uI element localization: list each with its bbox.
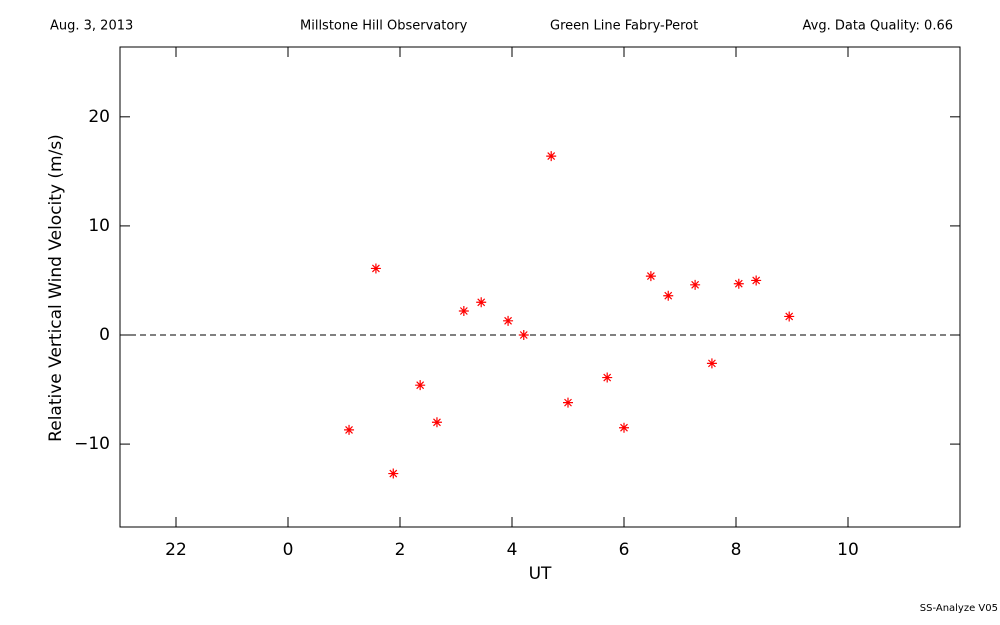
x-tick-label: 2	[395, 540, 406, 560]
data-point	[706, 358, 717, 369]
y-tick-label: 0	[99, 325, 110, 345]
data-point	[370, 263, 381, 274]
data-point	[431, 417, 442, 428]
x-tick-label: 4	[507, 540, 518, 560]
x-tick-label: 6	[619, 540, 630, 560]
data-point	[784, 311, 795, 322]
y-tick-label: 10	[88, 216, 110, 236]
y-axis-label: Relative Vertical Wind Velocity (m/s)	[46, 134, 66, 442]
y-tick-label: −10	[74, 434, 110, 454]
site: Millstone Hill Observatory	[300, 19, 468, 34]
y-tick-label: 20	[88, 107, 110, 127]
data-point	[645, 271, 656, 282]
instrument: Green Line Fabry-Perot	[550, 19, 698, 34]
date: Aug. 3, 2013	[50, 19, 133, 34]
data-point	[663, 290, 674, 301]
data-point	[602, 372, 613, 383]
x-tick-label: 8	[731, 540, 742, 560]
data-point	[619, 422, 629, 433]
data-point	[476, 297, 487, 308]
x-tick-label: 10	[837, 540, 859, 560]
x-axis-label: UT	[529, 564, 552, 584]
x-tick-label: 22	[165, 540, 187, 560]
data-point	[563, 397, 573, 408]
plot-frame	[119, 46, 961, 528]
data-point	[690, 279, 701, 290]
x-tick-label: 0	[283, 540, 294, 560]
footer: SS-Analyze V05	[920, 603, 998, 614]
data-point	[751, 275, 762, 286]
data-point	[546, 151, 557, 162]
data-quality: Avg. Data Quality: 0.66	[803, 19, 953, 34]
data-point	[503, 315, 514, 326]
data-point	[344, 424, 355, 435]
data-point	[388, 468, 399, 479]
data-point	[458, 306, 469, 316]
data-point	[733, 278, 744, 289]
data-point	[518, 330, 529, 340]
data-point	[415, 380, 426, 391]
